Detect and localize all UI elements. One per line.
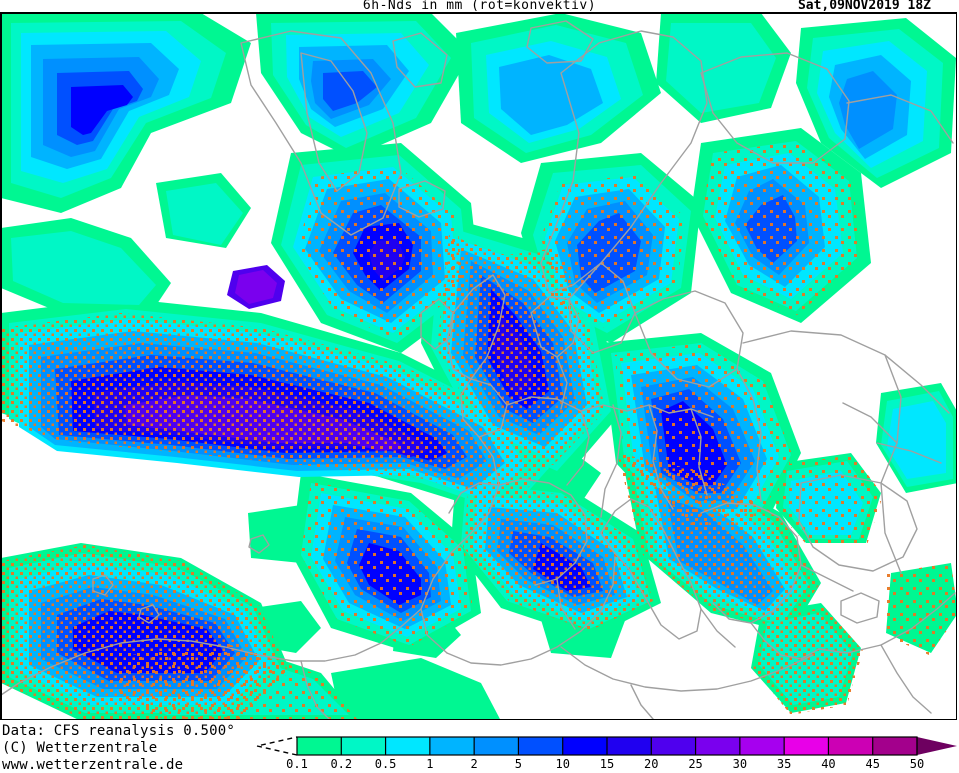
colorbar-over-arrow: [917, 737, 957, 755]
colorbar-band: [607, 737, 652, 755]
colorbar-under-arrow: [256, 736, 298, 756]
page-title: 6h-Nds in mm (rot=konvektiv): [362, 0, 597, 13]
colorbar-tick-label: 2: [470, 757, 478, 771]
colorbar-tick-label: 15: [599, 757, 615, 771]
colorbar-tick-label: 0.5: [374, 757, 397, 771]
map-canvas: [1, 13, 956, 719]
colorbar-tick-label: 0.2: [330, 757, 353, 771]
valid-time-stamp: Sat,09NOV2019 18Z: [797, 0, 931, 13]
colorbar-tick-label: 1: [426, 757, 434, 771]
colorbar-band: [518, 737, 563, 755]
precipitation-colorbar[interactable]: 0.1 0.2 0.5 1 2 5 10 15 20 25 30 35 40 45 50: [255, 735, 959, 771]
data-source-line: Data: CFS reanalysis 0.500°: [2, 723, 235, 739]
colorbar-band: [828, 737, 873, 755]
colorbar-band: [784, 737, 829, 755]
colorbar-band: [297, 737, 342, 755]
colorbar-band: [651, 737, 696, 755]
copyright-line: (C) Wetterzentrale: [2, 740, 158, 756]
map-header: 6h-Nds in mm (rot=konvektiv) Sat,09NOV20…: [0, 0, 959, 13]
colorbar-band: [695, 737, 740, 755]
colorbar-tick-lines: [296, 736, 918, 756]
colorbar-band: [429, 737, 475, 755]
convective-stipple: [1, 141, 956, 719]
colorbar-swatches: [256, 736, 957, 756]
colorbar-band: [385, 737, 430, 755]
website-line: www.wetterzentrale.de: [2, 757, 184, 773]
colorbar-band: [562, 737, 607, 755]
colorbar-tick-label: 30: [732, 757, 748, 771]
coastlines: [1, 20, 956, 719]
precipitation-map[interactable]: [0, 12, 957, 720]
colorbar-band: [474, 737, 519, 755]
colorbar-tick-label: 50: [909, 757, 925, 771]
colorbar-bands: [297, 737, 917, 755]
colorbar-band: [739, 737, 785, 755]
colorbar-tick-label: 0.1: [286, 757, 308, 771]
colorbar-tick-label: 25: [688, 757, 703, 771]
colorbar-tick-label: 35: [776, 757, 792, 771]
colorbar-tick-label: 20: [644, 757, 659, 771]
colorbar-tick-label: 10: [555, 757, 570, 771]
colorbar-tick-labels: 0.1 0.2 0.5 1 2 5 10 15 20 25 30 35 40 45 50: [255, 757, 959, 771]
colorbar-band: [872, 737, 917, 755]
colorbar-tick-label: 45: [865, 757, 880, 771]
colorbar-band: [341, 737, 386, 755]
colorbar-tick-label: 40: [821, 757, 836, 771]
colorbar-tick-label: 5: [514, 757, 523, 771]
